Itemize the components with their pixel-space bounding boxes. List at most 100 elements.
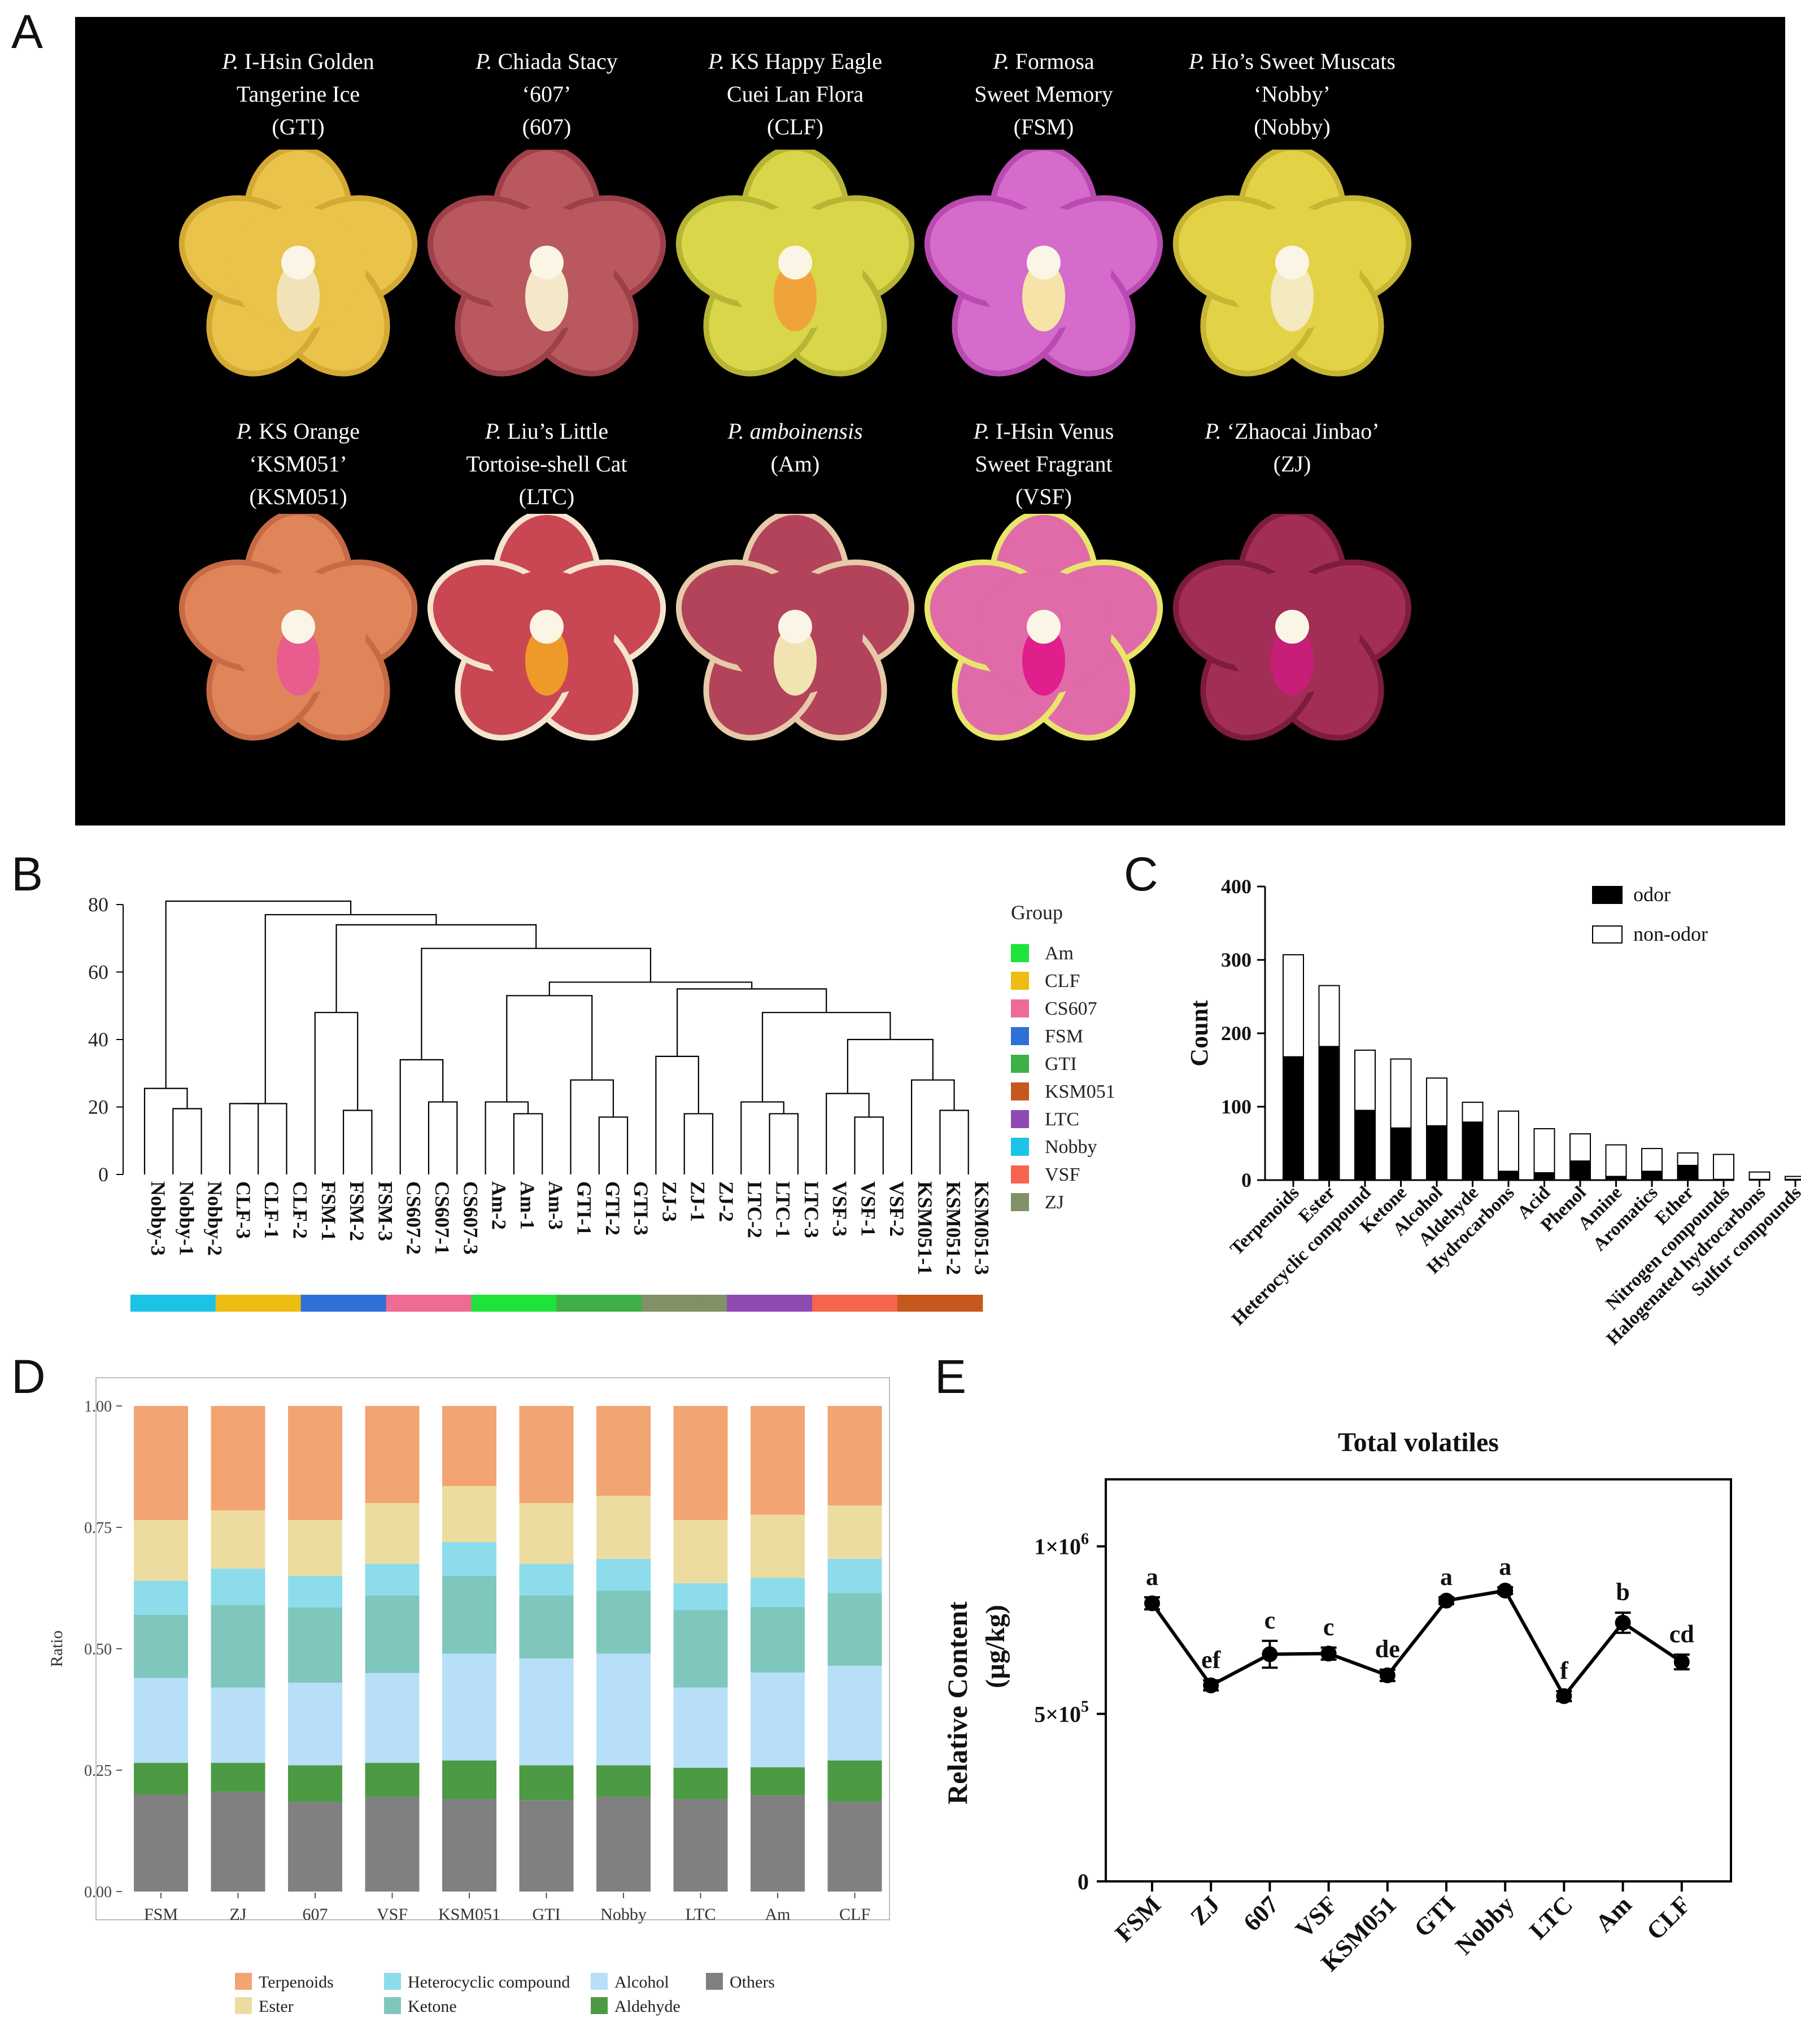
ratio-bar-segment [288, 1765, 342, 1802]
group-legend-swatch [1011, 1055, 1029, 1073]
non-odor-bar [1354, 1049, 1376, 1111]
volatiles-data-point [1497, 1582, 1514, 1598]
volatiles-data-point [1673, 1654, 1690, 1670]
flower-name-line2: ‘KSM051’ [249, 451, 347, 477]
flower-lip [1271, 261, 1314, 331]
group-legend-swatch [1011, 944, 1029, 962]
flower-image [178, 150, 418, 377]
group-legend-swatch [1011, 1082, 1029, 1100]
dendrogram-link [847, 1038, 934, 1094]
ratio-bar-segment [673, 1583, 728, 1610]
flower-photo-panel: P. I-Hsin Golden Tangerine Ice (GTI) P. Chi… [75, 17, 1785, 826]
flower-abbreviation: (KSM051) [249, 484, 347, 509]
flower-column [530, 610, 564, 644]
dendrogram-leaf-label: KSM051-3 [971, 1181, 993, 1275]
dendrogram-leaf-label: FSM-3 [374, 1181, 396, 1241]
flower-caption-line1: P. I-Hsin Golden [140, 45, 456, 78]
flower-image [675, 150, 915, 377]
flower-name-line1: amboinensis [749, 418, 863, 444]
dendrogram-leaf-label: ZJ-1 [687, 1181, 709, 1222]
volatiles-category-label: Am [1590, 1890, 1637, 1937]
flower-abbreviation: (Nobby) [1254, 114, 1331, 139]
dendrogram-link [740, 1101, 784, 1174]
ratio-bar-segment [134, 1678, 188, 1763]
dendrogram-leaf-label: Nobby-2 [204, 1181, 226, 1256]
ratio-bar-segment [134, 1763, 188, 1794]
flower-genus: P. [993, 49, 1010, 74]
ratio-bar-segment [288, 1576, 342, 1608]
dendrogram-link [229, 1103, 259, 1174]
flower-name-line1: KS Happy Eagle [730, 49, 883, 74]
odor-chart-y-tick-label: 0 [1241, 1169, 1251, 1191]
flower-image [178, 514, 418, 741]
ratio-bar-segment [519, 1563, 574, 1596]
group-color-bar-cell [471, 1295, 500, 1312]
dendrogram-link [314, 1012, 359, 1174]
group-legend-label: KSM051 [1045, 1081, 1115, 1102]
significance-letter: c [1323, 1613, 1335, 1641]
volatiles-category-label: GTI [1408, 1890, 1460, 1942]
panel-label-a: A [11, 5, 43, 58]
ratio-bar-segment [673, 1610, 728, 1688]
odor-chart-category-label: Terpenoids [1227, 1182, 1303, 1259]
non-odor-bar [1677, 1152, 1699, 1167]
flower-abbreviation: (FSM) [1013, 114, 1074, 139]
ratio-legend-label: Others [730, 1973, 775, 1991]
dendrogram-link [677, 988, 827, 1056]
ratio-bar-segment [596, 1653, 651, 1766]
non-odor-bar [1462, 1102, 1484, 1123]
ratio-chart-y-label: Ratio [47, 1631, 66, 1667]
ratio-bar-segment [211, 1569, 265, 1605]
volatiles-category-label: Nobby [1450, 1890, 1519, 1960]
odor-bar [1390, 1127, 1412, 1181]
ratio-bar-segment [365, 1763, 420, 1797]
group-color-bar-cell [357, 1295, 387, 1312]
ratio-bar-segment [519, 1658, 574, 1766]
volatiles-data-point [1320, 1645, 1337, 1662]
flower-genus: P. [222, 49, 239, 74]
odor-bar [1426, 1125, 1447, 1181]
ratio-chart-category-label: CLF [839, 1905, 870, 1924]
flower-abbreviation: (LTC) [518, 484, 575, 509]
dendrogram-leaf-label: VSF-2 [886, 1181, 908, 1237]
dendrogram-link [854, 1116, 884, 1174]
ratio-chart-category-label: FSM [144, 1905, 178, 1924]
volatiles-y-tick-label: 1×106 [1034, 1531, 1089, 1560]
dendrogram-leaf-label: CS607-3 [459, 1181, 482, 1255]
ratio-chart-y-tick-label: 1.00 [84, 1398, 112, 1416]
dendrogram-leaf-label: CS607-2 [403, 1181, 425, 1255]
flower-caption: P. ‘Zhaocai Jinbao’ (ZJ) [1134, 415, 1450, 481]
ratio-bar-segment [751, 1607, 805, 1673]
dendrogram-leaf-label: ZJ-3 [658, 1181, 681, 1222]
flower-column [530, 246, 564, 279]
dendrogram-leaf-label: Nobby-3 [147, 1181, 169, 1256]
ratio-bar-segment [134, 1406, 188, 1521]
ratio-bar-segment [596, 1590, 651, 1654]
dendrogram-link [769, 1113, 799, 1174]
flower-column [1027, 246, 1061, 279]
ratio-bar-segment [673, 1406, 728, 1521]
dendrogram-leaf-label: VSF-1 [857, 1181, 880, 1237]
ratio-chart-y-tick-label: 0.25 [84, 1762, 112, 1780]
volatiles-y-unit: (µg/kg) [980, 1605, 1010, 1688]
significance-letter: f [1560, 1657, 1569, 1684]
dendrogram-link [939, 1110, 969, 1174]
dendrogram-leaf-label: Nobby-1 [175, 1181, 198, 1256]
ratio-bar-segment [134, 1794, 188, 1892]
dendrogram-y-tick-label: 80 [88, 893, 108, 916]
volatiles-category-label: FSM [1110, 1890, 1166, 1947]
ratio-chart-category-label: KSM051 [438, 1905, 500, 1924]
dendrogram-leaf-label: LTC-1 [772, 1181, 795, 1238]
significance-letter: a [1440, 1563, 1453, 1591]
ratio-bar-segment [827, 1558, 882, 1593]
ratio-bar-segment [134, 1520, 188, 1581]
flower-name-line1: Ho’s Sweet Muscats [1211, 49, 1396, 74]
ratio-bar-segment [288, 1607, 342, 1683]
group-legend-title: Group [1011, 901, 1063, 924]
odor-bar [1498, 1171, 1519, 1181]
ratio-chart-category-label: Am [765, 1905, 791, 1924]
volatiles-data-point [1438, 1592, 1454, 1609]
dendrogram-link [761, 1012, 891, 1102]
volatiles-y-tick-base: 5×10 [1034, 1701, 1081, 1727]
flower-lip [1271, 626, 1314, 696]
